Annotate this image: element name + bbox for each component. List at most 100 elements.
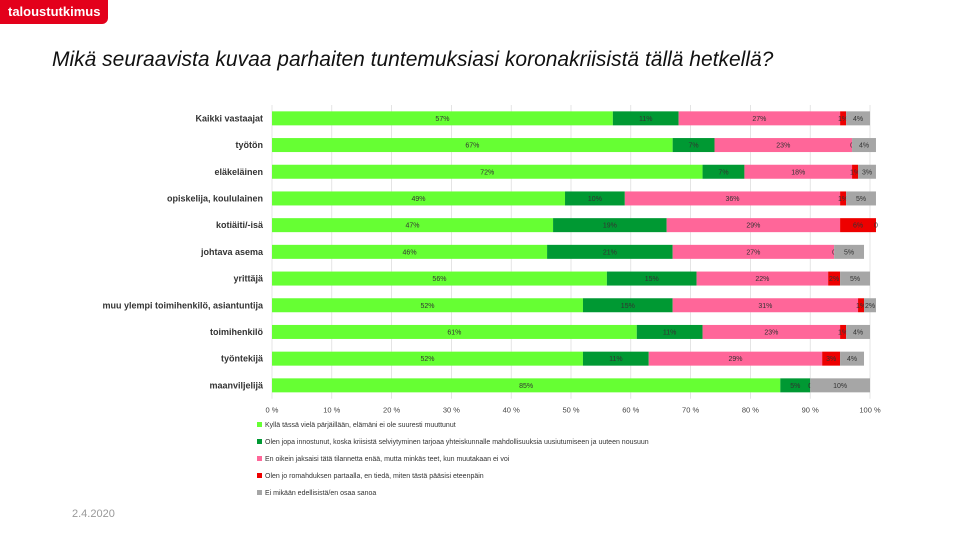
bar-segment (840, 324, 847, 339)
bar-segment (846, 324, 870, 339)
bar-segment (272, 191, 566, 206)
data-label: 7% (689, 143, 699, 150)
bar-segment (648, 351, 823, 366)
data-label: 15% (645, 276, 659, 283)
bar-segment (840, 351, 865, 366)
category-label: opiskelija, koululainen (167, 193, 263, 203)
category-label: työtön (236, 140, 264, 150)
bar-segment (272, 111, 613, 126)
data-label: 23% (776, 143, 790, 150)
bar-segment (272, 271, 607, 286)
category-label: maanviljelijä (209, 380, 264, 390)
data-label: 3% (826, 356, 836, 363)
data-label: 46% (403, 249, 417, 256)
bar-segment (834, 244, 865, 259)
bar-segment (852, 138, 876, 153)
bar-segment (582, 298, 673, 313)
bar-segment (624, 191, 841, 206)
category-label: Kaikki vastaajat (195, 113, 263, 123)
data-label: 52% (420, 356, 434, 363)
bar-segment (666, 218, 841, 233)
bar-segment (702, 164, 745, 179)
legend-swatch (257, 473, 262, 478)
category-label: johtava asema (200, 247, 264, 257)
data-label: 47% (406, 223, 420, 230)
x-tick-label: 30 % (443, 406, 460, 415)
data-label: 4% (847, 356, 857, 363)
bar-segment (272, 138, 673, 153)
data-label: 11% (639, 116, 653, 123)
data-label: 5% (790, 383, 800, 390)
data-label: 1% (838, 116, 848, 123)
data-label: 57% (435, 116, 449, 123)
x-tick-label: 40 % (503, 406, 520, 415)
data-label: 22% (755, 276, 769, 283)
data-label: 10% (588, 196, 602, 203)
bar-segment (565, 191, 625, 206)
bar-segment (852, 164, 859, 179)
bar-segment (272, 298, 583, 313)
x-tick-label: 0 % (266, 406, 279, 415)
bar-segment (864, 298, 876, 313)
bar-segment (672, 298, 859, 313)
bar-segment (547, 244, 673, 259)
data-label: 5% (844, 249, 854, 256)
data-label: 52% (420, 303, 434, 310)
bar-segment (272, 244, 548, 259)
x-tick-label: 10 % (323, 406, 340, 415)
brand-logo: taloustutkimus (0, 0, 109, 24)
bar-segment (582, 351, 649, 366)
data-label: 72% (480, 169, 494, 176)
bar-segment (272, 324, 637, 339)
data-label: 56% (432, 276, 446, 283)
data-label: 21% (603, 249, 617, 256)
legend-swatch (257, 422, 262, 427)
bar-segment (272, 164, 703, 179)
bar-segment (672, 244, 835, 259)
bar-segment (780, 378, 811, 393)
data-label: 6% (853, 223, 863, 230)
data-label: 4% (859, 143, 869, 150)
x-tick-label: 60 % (622, 406, 639, 415)
bar-segment (672, 138, 715, 153)
data-label: 31% (758, 303, 772, 310)
category-label: eläkeläinen (214, 167, 263, 177)
legend-label: Olen jo romahduksen partaalla, en tiedä,… (265, 473, 484, 480)
bar-segment (840, 191, 847, 206)
legend-swatch (257, 490, 262, 495)
data-label: 3% (862, 169, 872, 176)
data-label: 36% (725, 196, 739, 203)
data-label: 11% (663, 329, 677, 336)
legend-label: En oikein jaksaisi tätä tilannetta enää,… (265, 456, 510, 463)
data-label: 2% (829, 276, 839, 283)
data-label: 27% (746, 249, 760, 256)
bar-segment (612, 111, 679, 126)
legend-label: Olen jopa innostunut, koska kriisistä se… (265, 439, 649, 446)
data-label: 11% (609, 356, 623, 363)
legend-label: Kyllä tässä vielä pärjäillään, elämäni e… (265, 422, 456, 429)
data-label: 7% (718, 169, 728, 176)
data-label: 5% (856, 196, 866, 203)
x-tick-label: 90 % (802, 406, 819, 415)
data-label: 1% (856, 303, 866, 310)
x-tick-label: 50 % (562, 406, 579, 415)
data-label: 4% (853, 116, 863, 123)
legend-swatch (257, 456, 262, 461)
data-label: 1% (838, 329, 848, 336)
data-label: 15% (621, 303, 635, 310)
data-label: 0 (874, 223, 878, 230)
bar-segment (744, 164, 853, 179)
bar-segment (553, 218, 667, 233)
data-label: 4% (853, 329, 863, 336)
bar-segment (636, 324, 703, 339)
bar-segment (696, 271, 829, 286)
data-label: 19% (603, 223, 617, 230)
bar-segment (272, 378, 781, 393)
bar-segment (846, 111, 870, 126)
data-label: 10% (833, 383, 847, 390)
data-label: 2% (865, 303, 875, 310)
bar-segment (828, 271, 841, 286)
data-label: 85% (519, 383, 533, 390)
bar-segment (272, 218, 554, 233)
